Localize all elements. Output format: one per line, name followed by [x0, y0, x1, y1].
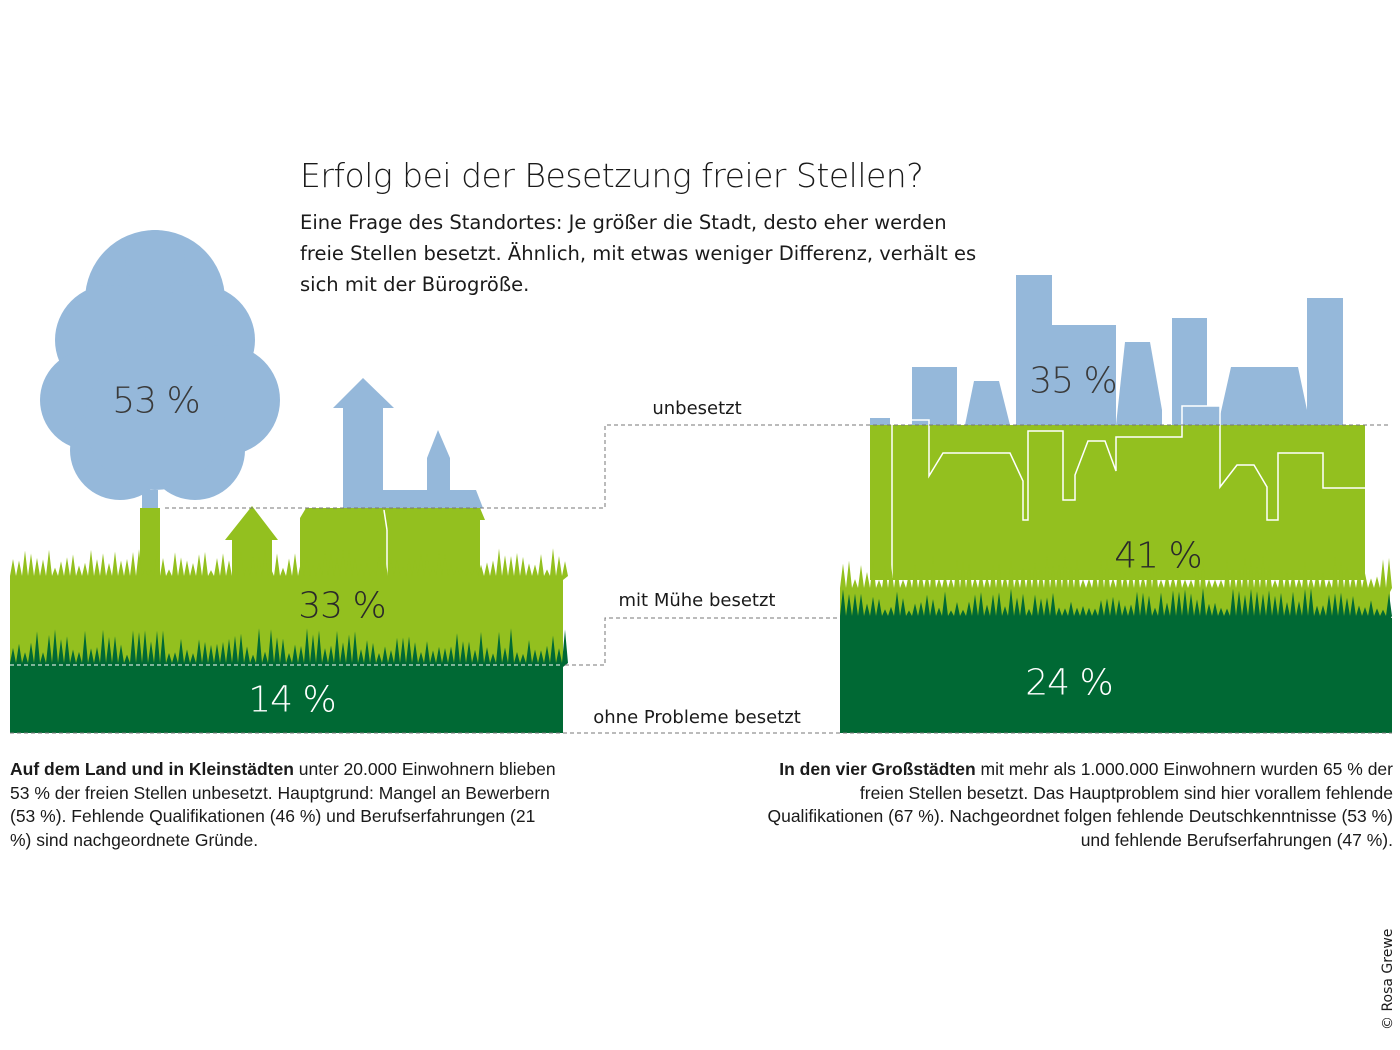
legend-unbesetzt: unbesetzt [652, 398, 742, 419]
bar-stadt-ohne-probleme [840, 618, 1392, 733]
house-right [383, 508, 485, 578]
tree-canopy [85, 350, 225, 490]
tree-canopy [125, 230, 185, 290]
label-stadt-unbesetzt: 35 % [1029, 360, 1117, 402]
city-building-unbesetzt [1182, 406, 1220, 425]
caption-stadt: In den vier Großstädten mit mehr als 1.0… [763, 758, 1393, 852]
house-left [300, 508, 387, 578]
bar-stadt-mit-muehe-buildings [870, 425, 1365, 580]
copyright: © Rosa Grewe [1380, 928, 1396, 1030]
chart-subtitle: Eine Frage des Standortes: Je größer die… [300, 211, 977, 296]
city-building-unbesetzt [1218, 298, 1343, 425]
house-divider [383, 509, 388, 531]
legend-ohne-probleme: ohne Probleme besetzt [593, 707, 801, 728]
guide-unbesetzt [165, 424, 1390, 509]
city-building-unbesetzt [1016, 275, 1116, 425]
grass-dark-right [840, 588, 1392, 620]
caption-land: Auf dem Land und in Kleinstädten unter 2… [10, 758, 560, 852]
city-building-unbesetzt [1116, 342, 1162, 425]
label-land-unbesetzt: 53 % [112, 380, 200, 422]
grass-light-left [10, 548, 568, 580]
bar-land-ohne-probleme [10, 665, 563, 733]
grass-light-right [840, 555, 1392, 592]
church-unbesetzt [383, 430, 483, 508]
city-building-unbesetzt [912, 367, 957, 425]
caption-stadt-text: mit mehr als 1.000.000 Einwohnern wurden… [767, 759, 1393, 850]
caption-land-bold: Auf dem Land und in Kleinstädten [10, 759, 294, 779]
city-building-unbesetzt [1172, 318, 1207, 425]
city-building-unbesetzt [870, 418, 890, 425]
label-land-mit-muehe: 33 % [298, 585, 386, 627]
label-stadt-ohne-probleme: 24 % [1025, 662, 1113, 704]
grass-dark-left [10, 628, 568, 667]
house-arrow-unbesetzt [333, 378, 394, 508]
tree-trunk-top [142, 490, 158, 510]
legend-mit-muehe: mit Mühe besetzt [618, 590, 776, 611]
caption-land-text: unter 20.000 Einwohnern blieben 53 % der… [10, 759, 556, 850]
guide-mit-muehe [565, 617, 840, 666]
label-land-ohne-probleme: 14 % [248, 679, 336, 721]
label-stadt-mit-muehe: 41 % [1114, 535, 1202, 577]
city-building-outlines [891, 405, 1365, 578]
tree-trunk [140, 508, 160, 578]
chart-title: Erfolg bei der Besetzung freier Stellen? [300, 156, 924, 195]
city-building-unbesetzt [965, 381, 1010, 425]
caption-stadt-bold: In den vier Großstädten [779, 759, 976, 779]
